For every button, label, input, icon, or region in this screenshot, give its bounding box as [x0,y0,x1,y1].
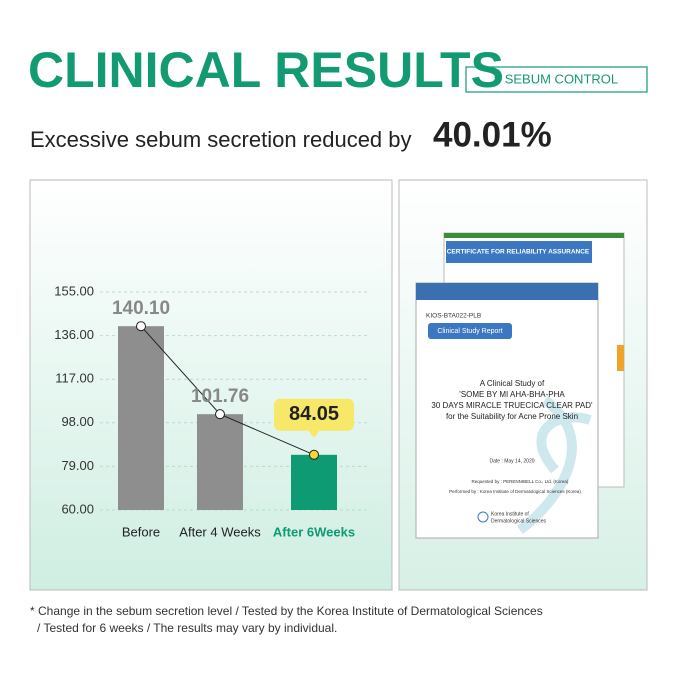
doc-code: KIOS-BTA022-PLB [426,313,481,320]
study-line: A Clinical Study of [480,379,545,388]
tag: # SEBUM CONTROL [494,71,618,86]
study-line: for the Suitability for Acne Prone Skin [446,412,578,421]
highlight: 40.01% [433,115,552,154]
marker [309,449,319,460]
doc-requested: Requested by : PERENNIBELL Co., Ltd. (Ko… [472,479,569,484]
marker [215,409,225,420]
y-tick-label: 117.00 [55,371,94,386]
x-tick-label: After 6Weeks [273,524,355,539]
value-label: 101.76 [191,386,249,407]
bar [118,326,164,510]
tag-box [465,66,648,93]
footnote: * Change in the sebum secretion level / … [30,604,543,618]
y-tick-label: 155.00 [54,283,94,298]
institute: Korea Institute of [491,511,529,517]
x-tick-label: Before [122,524,160,539]
y-tick-label: 60.00 [61,501,94,516]
value-label-pointer [308,430,320,438]
doc-date: Date : May 14, 2020 [489,458,534,464]
certificate-title: CERTIFICATE FOR RELIABILITY ASSURANCE [447,249,590,256]
title: CLINICAL RESULTS [28,42,504,98]
institute: Dermatological Sciences [491,518,547,524]
front-document: KIOS-BTA022-PLB Clinical Study Report A … [415,282,599,539]
doc-report: Clinical Study Report [437,328,502,335]
value-label: 140.10 [112,298,170,319]
marker [136,321,146,332]
y-tick-label: 79.00 [61,458,94,473]
bar [197,414,243,510]
footnote: / Tested for 6 weeks / The results may v… [37,621,337,635]
value-label: 84.05 [289,403,339,425]
x-tick-label: After 4 Weeks [179,524,261,539]
subtitle: Excessive sebum secretion reduced by [30,127,412,152]
value-label-box [274,398,354,431]
study-line: 30 DAYS MIRACLE TRUECICA CLEAR PAD' [431,401,593,410]
y-tick-label: 136.00 [54,327,94,342]
bar [291,454,337,510]
study-line: 'SOME BY MI AHA-BHA-PHA [459,390,565,399]
chart-panel [29,179,393,591]
doc-performed: Performed by : Korea Institute of Dermat… [449,489,581,494]
y-tick-label: 98.00 [61,414,94,429]
